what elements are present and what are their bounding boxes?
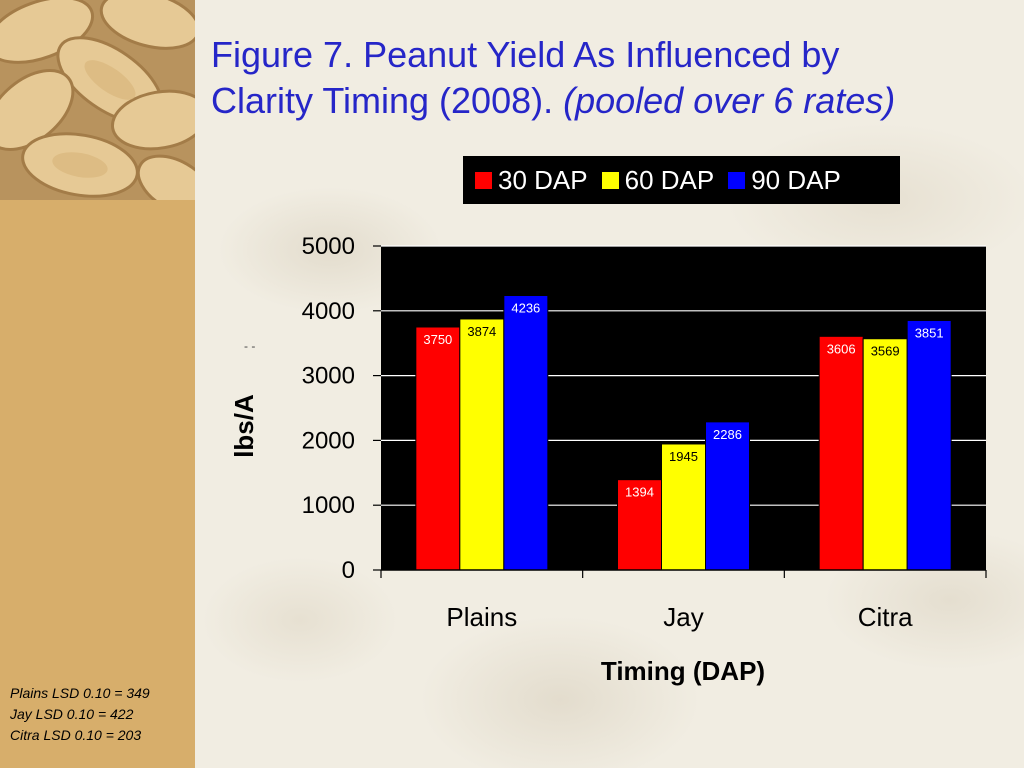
legend-swatch-30-dap	[475, 171, 492, 189]
title-line-1: Figure 7. Peanut Yield As Influenced by	[211, 34, 840, 75]
lsd-notes: Plains LSD 0.10 = 349 Jay LSD 0.10 = 422…	[10, 683, 195, 746]
data-label: 3750	[423, 332, 452, 347]
y-tick-label: 2000	[302, 427, 355, 454]
y-tick-label: 5000	[302, 233, 355, 260]
legend-item-60-dap: 60 DAP	[601, 164, 715, 196]
x-axis-label: Timing (DAP)	[601, 656, 765, 686]
data-label: 3569	[871, 344, 900, 359]
y-tick-label: 3000	[302, 363, 355, 390]
y-tick-label: 4000	[302, 298, 355, 325]
data-label: 3851	[915, 325, 944, 340]
data-label: 1945	[669, 449, 698, 464]
bar-plains-60-dap	[459, 318, 505, 571]
data-label: 1394	[625, 485, 654, 500]
bar-plains-30-dap	[415, 326, 461, 571]
legend-swatch-90-dap	[728, 171, 746, 189]
bar-citra-30-dap	[818, 335, 864, 571]
x-tick-label: Citra	[858, 602, 913, 632]
data-label: 3606	[827, 341, 856, 356]
bar-citra-90-dap	[906, 319, 952, 571]
lsd-note-jay: Jay LSD 0.10 = 422	[10, 706, 134, 722]
y-axis-label: lbs/A	[229, 394, 259, 458]
title-italic-text: (pooled over 6 rates)	[563, 80, 896, 121]
x-tick-label: Jay	[663, 602, 703, 632]
data-label: 3874	[467, 324, 496, 339]
bar-plains-90-dap	[503, 295, 549, 571]
bar-jay-60-dap	[661, 443, 706, 571]
chart-legend: 30 DAP 60 DAP 90 DAP	[463, 156, 900, 204]
legend-swatch-60-dap	[601, 171, 619, 189]
legend-label-90-dap: 90 DAP	[751, 164, 841, 195]
data-label: 4236	[511, 301, 540, 316]
lsd-note-citra: Citra LSD 0.10 = 203	[10, 727, 142, 743]
bars: 3750 3874 4236 1394 1945 2286 3606 3569 3851	[415, 295, 952, 571]
stray-mark: - -	[244, 339, 255, 353]
data-label: 2286	[713, 427, 742, 442]
axes: 0 1000 2000 3000 4000 5000 Plains Jay Citra	[302, 233, 987, 632]
legend-label-30-dap: 30 DAP	[498, 164, 588, 195]
slide-title: Figure 7. Peanut Yield As Influenced by …	[211, 32, 1011, 124]
y-tick-label: 1000	[302, 492, 355, 519]
bar-jay-90-dap	[705, 421, 750, 571]
title-line-2-text: Clarity Timing (2008).	[211, 80, 564, 121]
legend-item-90-dap: 90 DAP	[728, 165, 841, 196]
title-line-2: Clarity Timing (2008). (pooled over 6 ra…	[211, 78, 1011, 124]
legend-item-30-dap: 30 DAP	[475, 165, 588, 196]
peanut-photo	[0, 0, 195, 200]
lsd-note-plains: Plains LSD 0.10 = 349	[10, 685, 150, 701]
legend-label-60-dap: 60 DAP	[624, 164, 715, 195]
bar-citra-60-dap	[862, 338, 908, 571]
x-tick-label: Plains	[446, 602, 517, 632]
side-panel	[0, 200, 195, 768]
y-tick-label: 0	[342, 557, 355, 584]
